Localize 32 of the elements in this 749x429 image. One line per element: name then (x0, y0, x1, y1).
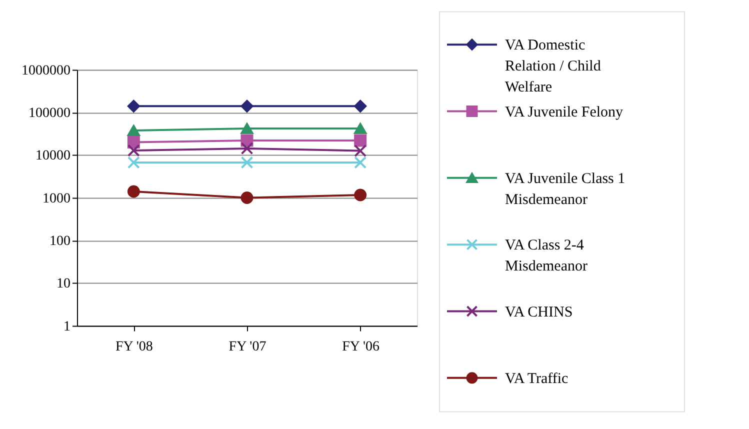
x-tick-label: FY '06 (342, 339, 380, 354)
x-tick-label: FY '08 (115, 339, 153, 354)
point (354, 134, 367, 147)
point (127, 156, 140, 169)
legend-label: VA Juvenile Class 1 Misdemeanor (505, 170, 626, 208)
y-tick-label: 1000 (42, 191, 70, 206)
y-tick-label: 1000000 (22, 63, 70, 78)
point (354, 100, 367, 112)
point (127, 144, 140, 157)
y-tick-label: 10 (56, 276, 70, 292)
point (354, 188, 367, 202)
point (354, 122, 367, 134)
y-tick-label: 1 (64, 319, 70, 334)
point (240, 100, 254, 112)
point (127, 100, 140, 112)
x-tick-label: FY '07 (228, 339, 266, 354)
point (354, 144, 367, 158)
legend-label: VA Traffic (505, 370, 569, 387)
legend-label: VA CHINS (505, 304, 573, 320)
point (127, 124, 140, 136)
y-tick-label: 100 (50, 234, 70, 249)
point (354, 156, 367, 169)
point (127, 185, 140, 198)
y-tick-label: 100000 (28, 106, 70, 121)
y-tick-label: 10000 (36, 148, 70, 164)
point (240, 192, 254, 204)
point (240, 142, 254, 155)
legend-label: VA Class 2-4 Misdemeanor (505, 238, 588, 275)
legend-label: VA Domestic Relation / Child Welfare (505, 38, 602, 96)
point (240, 156, 254, 169)
point (240, 122, 254, 134)
legend-label: VA Juvenile Felony (505, 104, 624, 120)
